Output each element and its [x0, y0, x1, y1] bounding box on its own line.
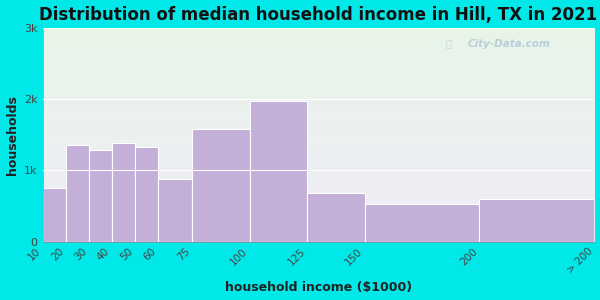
Bar: [43, 188, 65, 242]
Bar: [250, 101, 307, 242]
X-axis label: household income ($1000): household income ($1000): [225, 281, 412, 294]
Bar: [158, 179, 192, 242]
Text: City-Data.com: City-Data.com: [467, 39, 550, 49]
Bar: [307, 193, 365, 242]
Bar: [65, 146, 89, 242]
Bar: [134, 147, 158, 242]
Bar: [112, 143, 134, 242]
Text: 🔍: 🔍: [445, 39, 451, 49]
Bar: [479, 199, 595, 242]
Title: Distribution of median household income in Hill, TX in 2021: Distribution of median household income …: [40, 6, 598, 24]
Bar: [89, 150, 112, 242]
Bar: [365, 204, 479, 242]
Y-axis label: households: households: [5, 95, 19, 175]
Bar: [192, 129, 250, 242]
